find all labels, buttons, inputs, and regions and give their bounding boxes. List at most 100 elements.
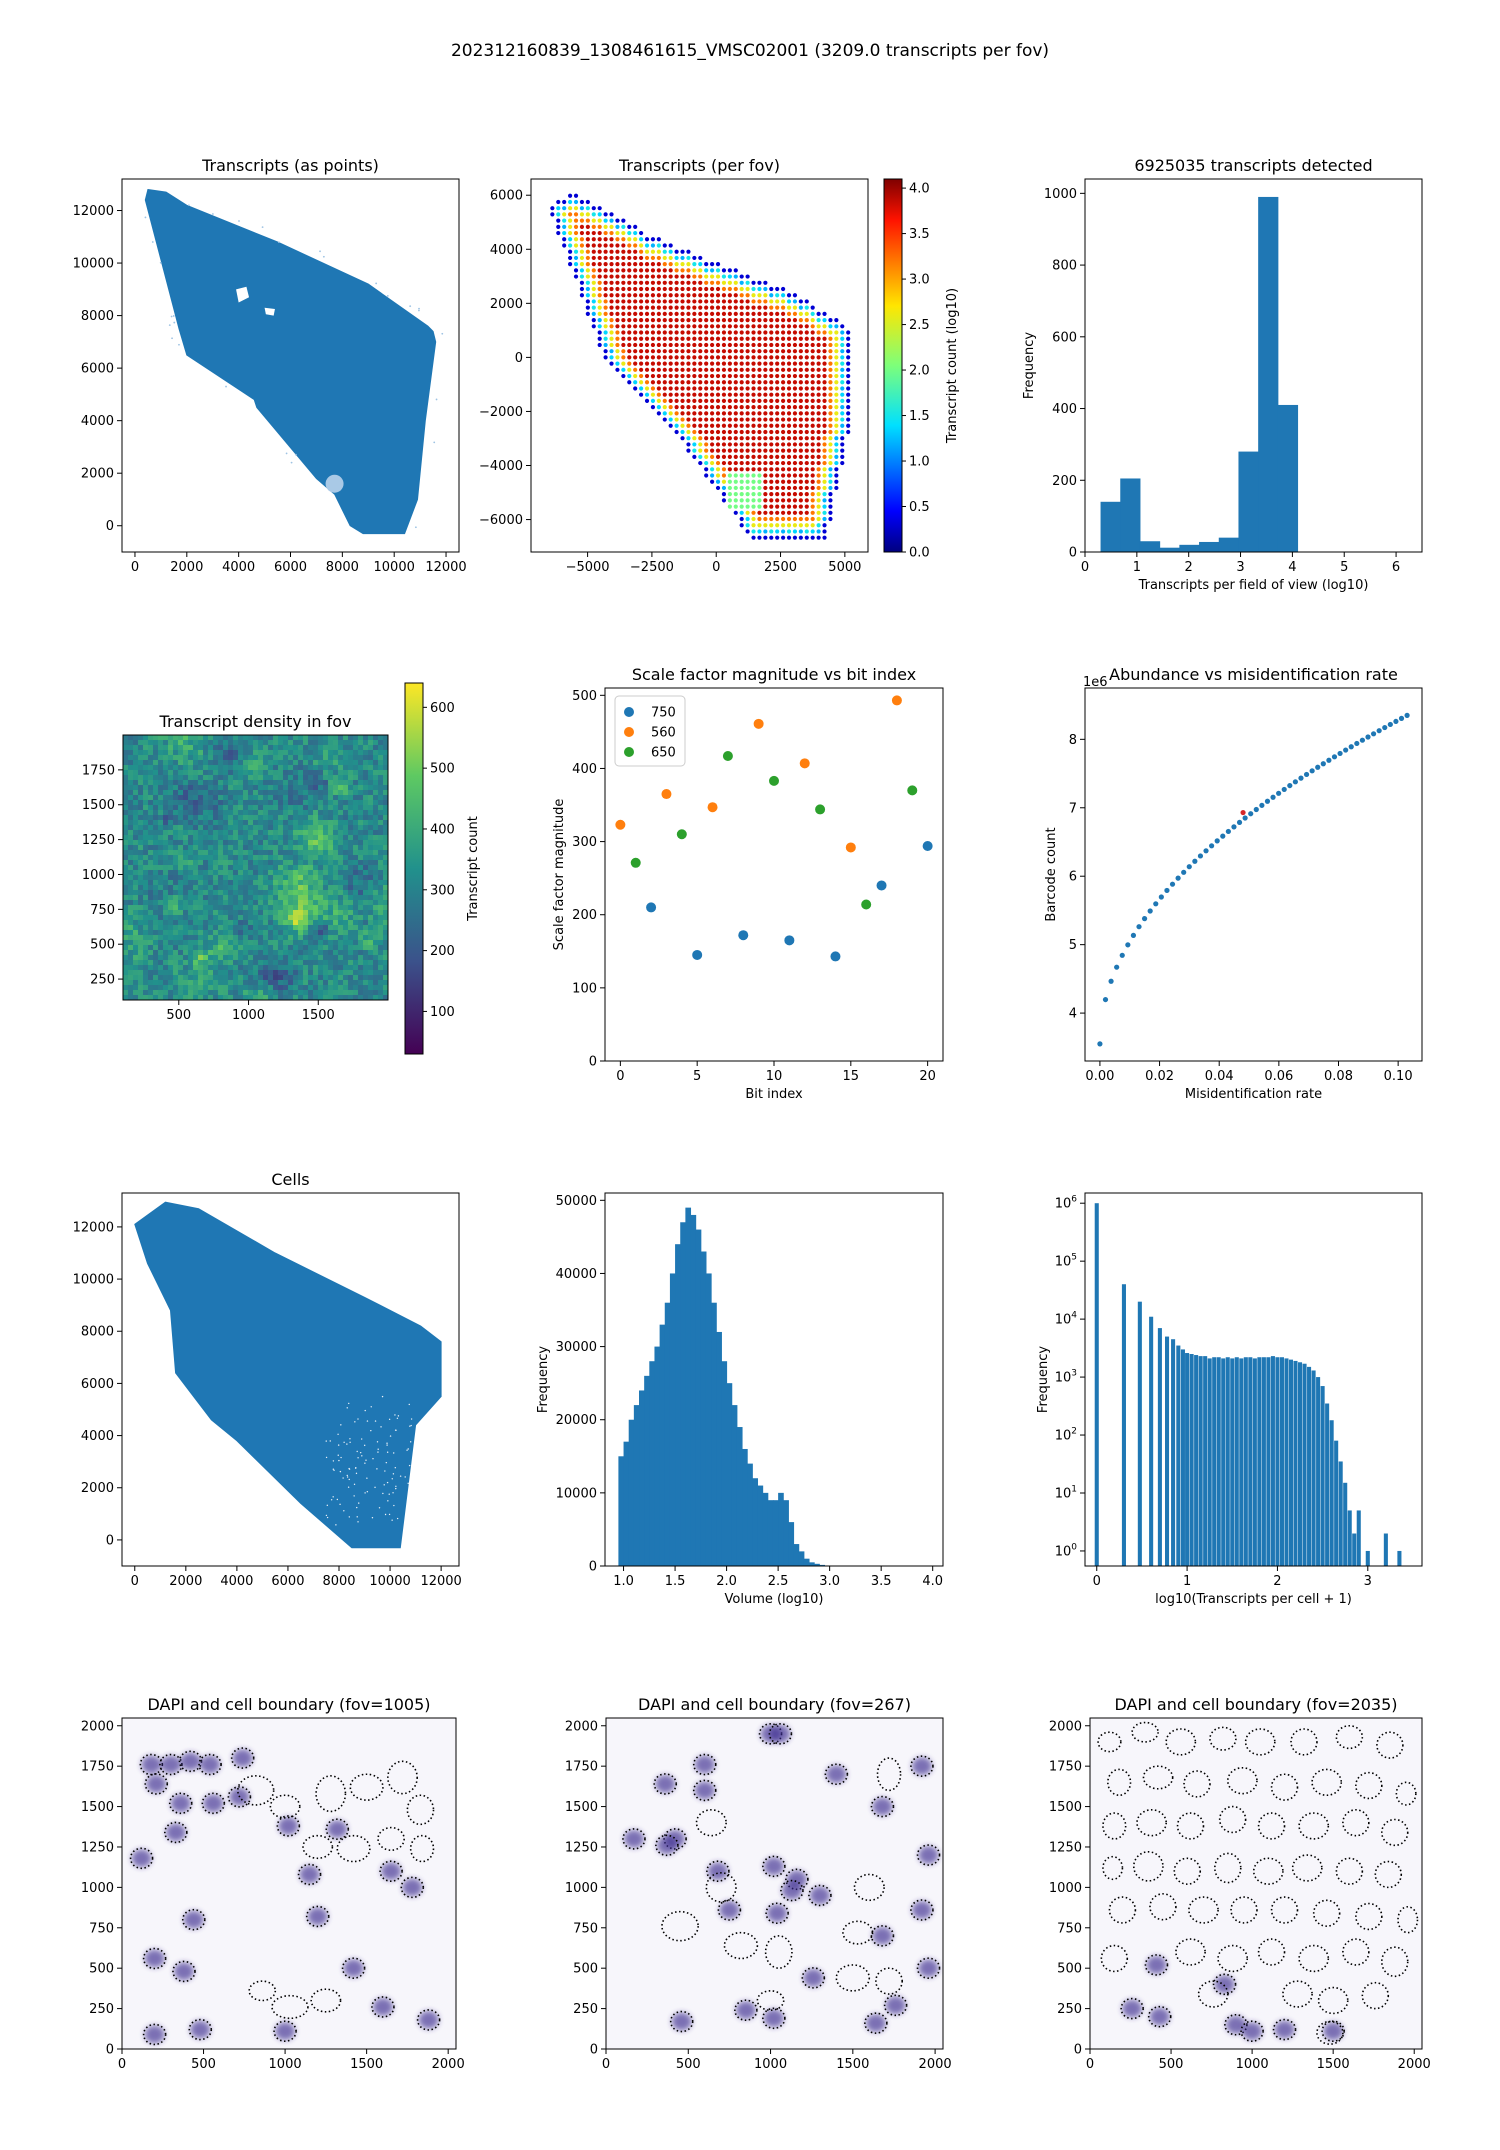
fov-point [698,286,703,292]
fov-point [662,286,667,292]
density-cell [143,870,149,876]
density-cell [148,935,154,941]
density-cell [168,880,174,886]
fov-point [846,355,851,360]
density-cell [278,865,284,871]
density-cell [228,815,234,821]
fov-point [822,535,827,540]
fov-point [828,373,833,379]
fov-point [573,212,579,217]
density-cell [343,770,349,776]
density-cell [223,890,229,896]
abundance-point [1387,721,1393,728]
fov-point [698,280,703,285]
histogram-bar [1149,1316,1154,1566]
density-cell [348,760,354,766]
density-cell [348,975,354,981]
fov-point [597,330,602,335]
density-cell [318,760,324,766]
density-cell [253,855,259,861]
fov-point [828,361,833,366]
density-cell [383,770,388,776]
scale-factor-ytick-label: 100 [572,981,597,996]
density-cell [383,975,388,981]
density-cell [213,910,219,916]
density-cell [378,900,384,906]
volume-hist-xtick-label: 3.0 [819,1574,840,1589]
fov-point [757,398,762,404]
density-cell [163,795,169,801]
fov-point [621,330,626,335]
density-cell [348,900,354,906]
fov-point [633,305,638,310]
density-cell [123,990,129,996]
density-cell [363,895,369,901]
density-cell [298,910,304,916]
histogram-bar [1252,1358,1257,1566]
fov-point [733,417,738,422]
density-cell [268,920,274,926]
density-cell [133,970,139,976]
density-cell [163,985,169,991]
fov-point [680,280,685,285]
density-cell [373,970,379,976]
fov-point [686,324,691,329]
fov-point [656,361,661,366]
density-cell [208,855,214,861]
histogram-bar [1279,1357,1284,1566]
density-cell [343,745,349,751]
density-cell [218,875,224,881]
fov-point [644,293,650,298]
density-cell [233,750,239,756]
density-cell [343,935,349,941]
fov-point [798,498,803,503]
density-cell [218,955,224,961]
density-cell [313,960,319,966]
histogram-bar [711,1302,717,1566]
fov-point [674,255,679,261]
density-cell [268,915,274,921]
legend-label: 650 [651,746,676,761]
density-cell [248,820,254,826]
density-cell [318,870,324,876]
density-fov-colorbar-tick-label: 200 [430,944,455,959]
fov-point [798,529,803,534]
density-cell [168,775,174,781]
transcripts-points-xtick-label: 2000 [170,560,203,575]
fov-point [621,349,626,354]
density-cell [153,945,159,951]
fov-point [822,317,827,323]
density-cell [383,765,388,771]
fov-point [781,485,786,491]
density-cell [383,970,388,976]
density-cell [193,950,199,956]
fov-point [686,249,691,254]
fov-point [573,274,579,279]
density-cell [363,955,369,961]
density-cell [173,895,179,901]
density-cell [143,935,149,941]
density-cell [223,860,229,866]
fov-point [615,218,620,223]
density-cell [328,885,334,891]
fov-point [644,380,650,385]
density-cell [363,785,369,791]
density-cell [308,770,314,776]
density-cell [168,835,174,841]
cell-gap [392,1473,395,1475]
density-cell [368,895,374,901]
density-cell [258,735,264,741]
density-cell [318,935,324,941]
density-cell [213,970,219,976]
density-cell [198,835,204,841]
fov-point [698,361,703,366]
density-cell [248,940,254,946]
density-cell [273,890,279,896]
fov-point [639,386,644,391]
density-cell [258,835,264,841]
density-cell [333,935,339,941]
density-cell [368,885,374,891]
density-cell [138,900,144,906]
density-cell [158,875,164,881]
density-cell [328,775,334,781]
